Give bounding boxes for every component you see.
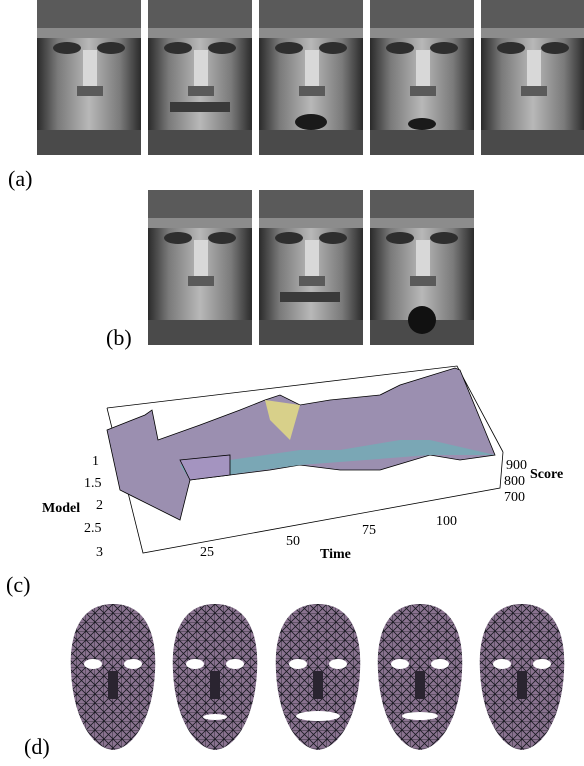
face-image: [37, 0, 141, 155]
face-image: [370, 0, 474, 155]
face-image: [259, 190, 363, 345]
face-image: [259, 0, 363, 155]
face-mesh: [276, 604, 360, 750]
panel-label: (c): [6, 572, 30, 597]
tick-label: 75: [362, 523, 376, 538]
face-mesh: [378, 604, 462, 750]
face-image: [148, 190, 252, 345]
tick-label: 2: [96, 498, 103, 513]
panel-label: (d): [24, 734, 50, 759]
face-image: [481, 0, 584, 155]
panel-label: (a): [8, 166, 32, 191]
tick-label: 700: [504, 490, 525, 505]
tick-label: 800: [504, 474, 525, 489]
axis-title: Model: [42, 501, 80, 516]
tick-label: 50: [286, 534, 300, 549]
tick-label: 2.5: [84, 521, 102, 536]
tick-label: 900: [506, 458, 527, 473]
face-image: [148, 0, 252, 155]
tick-label: 1.5: [84, 476, 102, 491]
tick-label: 25: [200, 545, 214, 560]
page: (a) (b) 1 1.5 2 2.5 3 25 50 75 100 900800700 Mode…: [0, 0, 584, 761]
tick-label: 100: [436, 514, 457, 529]
figure: (a) (b) 1 1.5 2 2.5 3 25 50 75 100 900800700 Mode…: [0, 0, 584, 761]
face-mesh: [71, 604, 155, 750]
face-mesh: [480, 604, 564, 750]
axis-title: Time: [320, 547, 351, 562]
axis-title: Score: [530, 467, 563, 482]
panel-label: (b): [106, 325, 132, 350]
tick-label: 1: [92, 454, 99, 469]
tick-label: 3: [96, 545, 103, 560]
face-mesh: [173, 604, 257, 750]
